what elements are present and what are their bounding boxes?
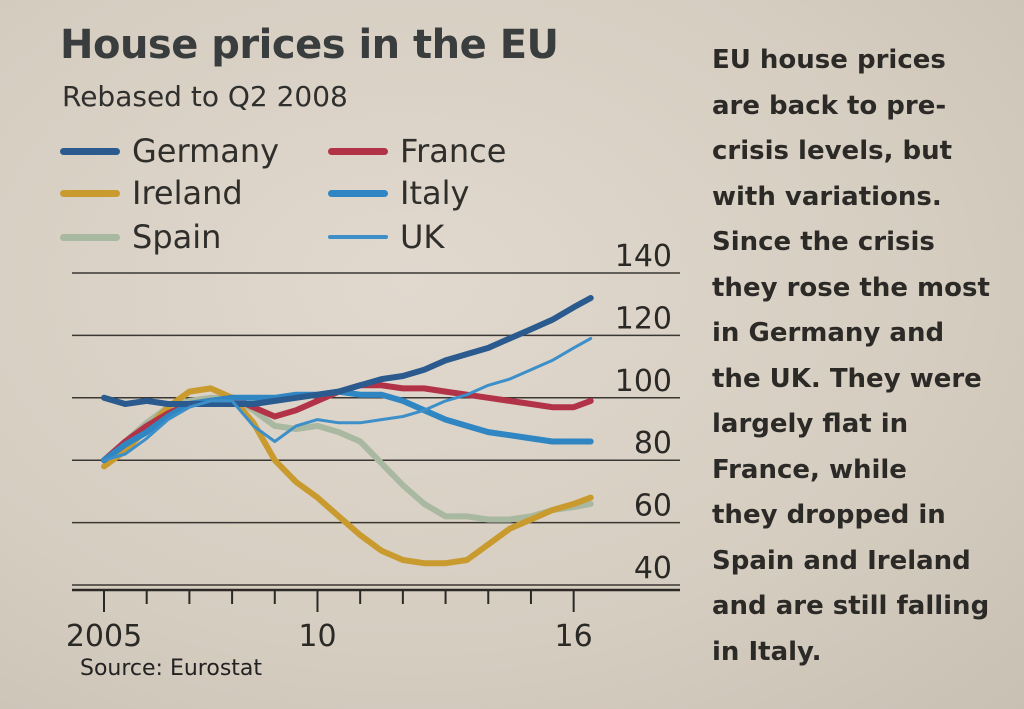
side-line: crisis levels, but — [712, 136, 953, 166]
series-lines — [101, 295, 594, 567]
series-line-uk — [102, 337, 593, 462]
legend-swatch-france — [328, 147, 388, 155]
side-line: largely flat in — [712, 409, 909, 439]
legend-swatch-ireland — [60, 189, 120, 197]
legend-label-uk: UK — [400, 218, 445, 256]
side-line: and are still falling — [712, 591, 990, 621]
x-tick-label-10: 10 — [298, 619, 336, 654]
legend-swatch-spain — [60, 233, 120, 241]
y-tick-label-120: 120 — [615, 301, 672, 336]
side-line: in Germany and — [712, 318, 945, 348]
side-line: the UK. They were — [712, 363, 982, 394]
legend-item-italy: Italy — [328, 174, 469, 212]
source-note: Source: Eurostat — [80, 656, 263, 681]
legend-label-germany: Germany — [132, 132, 280, 170]
legend-label-spain: Spain — [132, 218, 222, 256]
side-line: Since the crisis — [712, 227, 935, 257]
side-line: EU house prices — [712, 45, 946, 75]
chart-title: House prices in the EU — [60, 22, 559, 68]
side-line: France, while — [712, 454, 907, 485]
x-tick-label-16: 16 — [555, 619, 593, 654]
x-tick-label-2005: 2005 — [66, 619, 142, 654]
side-line: are back to pre- — [712, 90, 947, 121]
y-tick-label-80: 80 — [634, 426, 672, 461]
legend-item-france: France — [328, 132, 506, 170]
chart-subtitle: Rebased to Q2 2008 — [62, 80, 348, 113]
legend-swatch-italy — [328, 189, 388, 197]
y-tick-labels: 40 60 80 100 120 140 — [615, 239, 672, 586]
legend-item-ireland: Ireland — [60, 174, 243, 212]
x-axis: 2005 10 16 — [66, 588, 680, 654]
y-tick-label-40: 40 — [634, 551, 672, 586]
side-line: they dropped in — [712, 500, 946, 530]
legend: Germany France Ireland Italy Spain UK — [60, 132, 580, 262]
side-line: with variations. — [712, 181, 942, 212]
legend-swatch-uk — [328, 235, 388, 239]
side-commentary: EU house prices are back to pre- crisis … — [712, 38, 1012, 675]
legend-label-france: France — [400, 132, 507, 170]
legend-label-italy: Italy — [400, 174, 470, 212]
y-tick-label-100: 100 — [615, 364, 672, 399]
side-line: in Italy. — [712, 636, 822, 667]
legend-item-germany: Germany — [60, 132, 279, 170]
series-line-germany — [101, 295, 594, 407]
legend-item-uk: UK — [328, 218, 444, 256]
gridlines — [72, 272, 680, 586]
y-tick-label-140: 140 — [615, 239, 672, 274]
side-line: they rose the most — [712, 272, 990, 303]
legend-swatch-germany — [60, 147, 120, 155]
side-line: Spain and Ireland — [712, 545, 971, 576]
legend-item-spain: Spain — [60, 218, 221, 256]
series-line-ireland — [101, 385, 594, 567]
y-tick-label-60: 60 — [634, 489, 672, 524]
legend-label-ireland: Ireland — [132, 174, 243, 212]
